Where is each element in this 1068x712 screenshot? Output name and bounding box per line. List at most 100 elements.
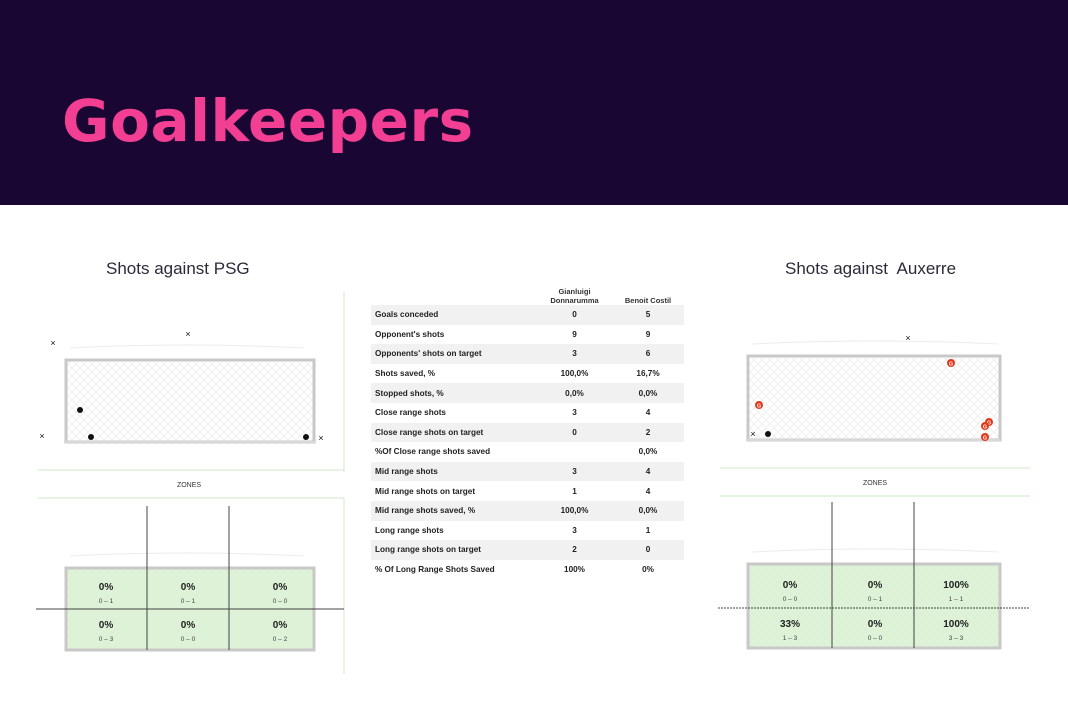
svg-text:1 – 3: 1 – 3: [783, 635, 798, 642]
stats-table: Gianluigi Donnarumma Benoit Costil Goals…: [371, 286, 684, 579]
stats-row: Mid range shots 3 4: [371, 461, 684, 482]
player1-value: 0,0%: [565, 388, 584, 398]
zone-cell: 0% 0 – 1: [181, 582, 196, 605]
svg-text:0%: 0%: [783, 580, 798, 591]
stats-row: % Of Long Range Shots Saved 100% 0%: [371, 560, 684, 580]
player2-value: 5: [645, 310, 651, 320]
player2-value: 0,0%: [638, 388, 658, 398]
stats-row: Long range shots on target 2 0: [371, 540, 684, 560]
zones-label: ZONES: [863, 480, 887, 487]
player1-value: 1: [572, 486, 577, 496]
svg-text:0 – 0: 0 – 0: [181, 636, 196, 643]
zone-cell: 0% 0 – 2: [273, 620, 288, 643]
svg-text:0%: 0%: [181, 582, 196, 593]
player2-value: 2: [645, 427, 651, 437]
stat-label: Shots saved, %: [375, 369, 436, 379]
goal-frame: [746, 562, 1002, 650]
header-banner: Goalkeepers: [0, 0, 1068, 205]
stat-label: Close range shots: [375, 408, 446, 418]
player1-value: 100,0%: [560, 369, 589, 379]
stats-row: Mid range shots on target 1 4: [371, 481, 684, 501]
svg-text:G: G: [949, 362, 953, 368]
missed-shot-marker: ×: [39, 431, 44, 441]
stat-label: Mid range shots: [375, 467, 438, 477]
goal-marker: G: [981, 422, 989, 431]
svg-text:0%: 0%: [868, 619, 883, 630]
saved-shot-marker: [88, 434, 94, 440]
zone-cell: 0% 0 – 0: [783, 580, 798, 603]
goal-marker: G: [981, 433, 989, 442]
svg-text:0 – 1: 0 – 1: [868, 596, 883, 603]
right-zones-map: ZONES 0% 0 – 0 0% 0 – 1 100% 1 – 1 33% 1 – 3…: [718, 480, 1030, 650]
stats-row: Stopped shots, % 0,0% 0,0%: [371, 383, 684, 403]
stat-label: Opponents' shots on target: [375, 349, 482, 359]
svg-text:0 – 1: 0 – 1: [181, 598, 196, 605]
stats-row: Mid range shots saved, % 100,0% 0,0%: [371, 500, 684, 521]
stats-table-header: Gianluigi Donnarumma Benoit Costil: [371, 286, 684, 305]
svg-text:0 – 0: 0 – 0: [783, 596, 798, 603]
svg-text:0 – 0: 0 – 0: [273, 598, 288, 605]
saved-shot-marker: [765, 431, 771, 437]
player1-value: 100,0%: [560, 506, 589, 516]
player1-value: 9: [572, 329, 577, 339]
svg-text:0%: 0%: [273, 582, 288, 593]
stat-label: Opponent's shots: [375, 329, 445, 339]
svg-text:0 – 2: 0 – 2: [273, 636, 288, 643]
player2-value: 0: [645, 545, 651, 555]
player1-value: 0: [572, 310, 577, 320]
svg-text:3 – 3: 3 – 3: [949, 635, 964, 642]
svg-text:0%: 0%: [181, 620, 196, 631]
zone-cell: 0% 0 – 0: [868, 619, 883, 642]
goal-marker: G: [947, 359, 955, 368]
svg-text:0%: 0%: [868, 580, 883, 591]
stat-label: Goals conceded: [375, 310, 439, 320]
player1-last-name: Donnarumma: [550, 296, 599, 305]
stats-row: Shots saved, % 100,0% 16,7%: [371, 364, 684, 384]
left-panel-title: Shots against PSG: [106, 259, 250, 278]
svg-text:0%: 0%: [99, 582, 114, 593]
missed-shot-marker: ×: [185, 329, 190, 339]
goal-net: [66, 360, 314, 442]
stats-row: Close range shots on target 0 2: [371, 422, 684, 443]
missed-shot-marker: ×: [905, 333, 910, 343]
stats-row: Close range shots 3 4: [371, 403, 684, 423]
stats-row: %Of Close range shots saved 0,0%: [371, 442, 684, 462]
player1-value: 0: [572, 427, 577, 437]
player2-value: 0,0%: [638, 506, 658, 516]
player2-value: 0,0%: [638, 447, 658, 457]
left-zones-map: ZONES 0% 0 – 1 0% 0 – 1 0% 0 – 0 0% 0 – 3 0%…: [36, 482, 345, 674]
stat-label: Mid range shots saved, %: [375, 506, 476, 516]
right-panel-title: Shots against Auxerre: [785, 259, 957, 278]
svg-text:0%: 0%: [273, 620, 288, 631]
svg-text:100%: 100%: [943, 619, 969, 630]
missed-shot-marker: ×: [50, 338, 55, 348]
stat-label: % Of Long Range Shots Saved: [375, 565, 495, 575]
player2-value: 0%: [642, 565, 654, 575]
svg-text:33%: 33%: [780, 619, 800, 630]
svg-text:0 – 0: 0 – 0: [868, 635, 883, 642]
svg-text:G: G: [757, 404, 761, 410]
player2-value: 4: [645, 486, 651, 496]
zone-cell: 0% 0 – 0: [273, 582, 288, 605]
right-shot-map: × × G G G G G: [720, 333, 1030, 469]
zone-cell: 100% 1 – 1: [943, 580, 969, 603]
player1-value: 3: [572, 467, 577, 477]
zone-cell: 0% 0 – 3: [99, 620, 114, 643]
zone-cell: 0% 0 – 1: [868, 580, 883, 603]
zones-grid: [748, 564, 1000, 648]
stats-row: Opponents' shots on target 3 6: [371, 344, 684, 364]
zone-cell: 0% 0 – 0: [181, 620, 196, 643]
player1-first-name: Gianluigi: [558, 287, 591, 296]
svg-text:0 – 3: 0 – 3: [99, 636, 114, 643]
zone-cell: 33% 1 – 3: [780, 619, 800, 642]
stat-label: %Of Close range shots saved: [375, 447, 491, 457]
svg-text:0 – 1: 0 – 1: [99, 598, 114, 605]
player2-value: 4: [645, 408, 651, 418]
stats-row: Opponent's shots 9 9: [371, 325, 684, 345]
svg-text:0%: 0%: [99, 620, 114, 631]
stat-label: Close range shots on target: [375, 427, 484, 437]
svg-text:100%: 100%: [943, 580, 969, 591]
player2-value: 9: [645, 329, 651, 339]
player1-value: 3: [572, 408, 577, 418]
player1-value: 3: [572, 349, 577, 359]
